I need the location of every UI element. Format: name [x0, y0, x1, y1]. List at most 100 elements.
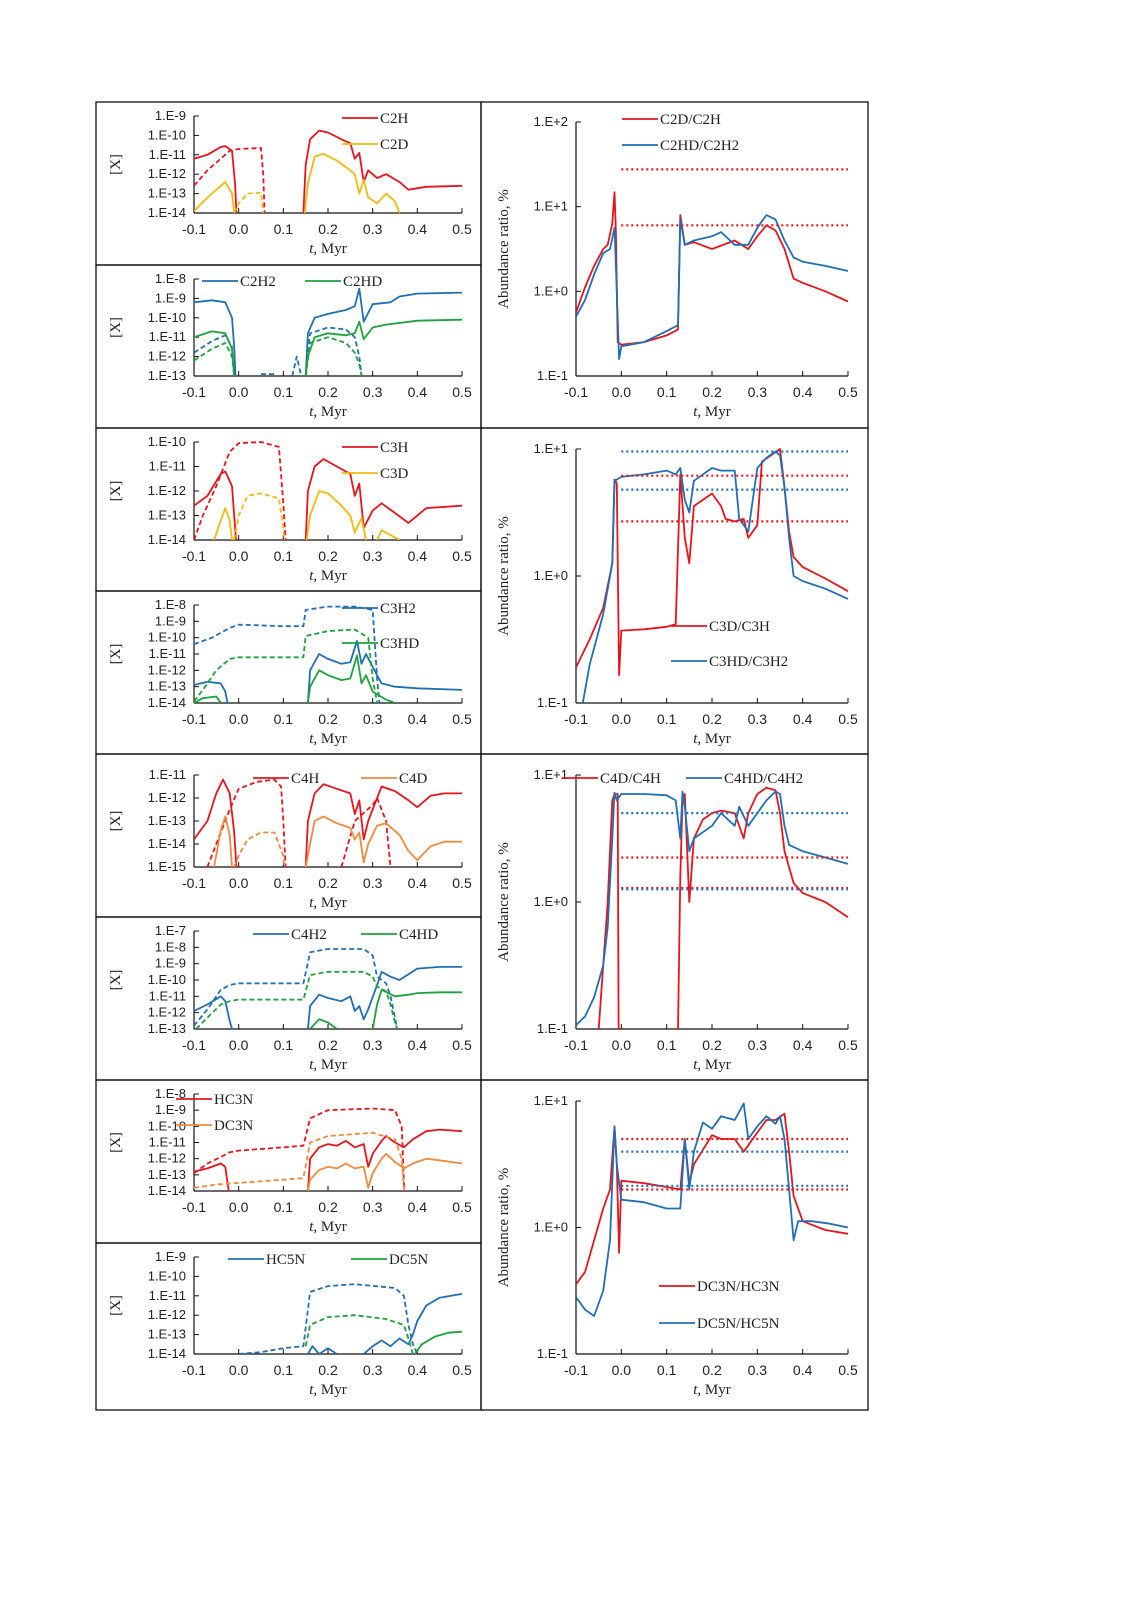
- y-axis-label: Abundance ratio, %: [496, 842, 512, 962]
- x-tick-label: 0.2: [318, 384, 338, 400]
- y-axis-label: [X]: [108, 1295, 124, 1316]
- x-axis-unit: , Myr: [697, 1382, 730, 1398]
- x-axis-label: t, Myr: [309, 241, 347, 257]
- series-line: [581, 450, 849, 703]
- series-line: [194, 628, 378, 703]
- chart-hc3n: 1.E-141.E-131.E-121.E-11 1.E-101.E-91.E-8…: [108, 1086, 472, 1235]
- x-tick-label: -0.1: [182, 548, 206, 564]
- y-tick-label: 1.E-12: [148, 1005, 186, 1020]
- y-tick-label: 1.E-9: [155, 956, 186, 971]
- series-line: [307, 640, 463, 703]
- x-tick-label: 0.1: [657, 711, 677, 727]
- series-line: [307, 1345, 338, 1354]
- legend-label: C3H2: [380, 601, 416, 617]
- legend-label: C4HD: [399, 927, 438, 943]
- y-tick-label: 1.E-15: [148, 859, 186, 874]
- x-tick-label: 0.2: [318, 221, 338, 237]
- x-tick-label: 0.5: [452, 548, 472, 564]
- y-tick-label: 1.E-11: [149, 147, 186, 162]
- y-tick-label: 1.E-10: [148, 1268, 186, 1283]
- x-axis-variable: t: [693, 731, 698, 747]
- x-axis-label: t, Myr: [309, 731, 347, 747]
- x-tick-label: -0.1: [564, 1037, 588, 1053]
- legend-label: HC3N: [214, 1092, 253, 1108]
- series-line: [376, 529, 400, 540]
- x-axis-label: t, Myr: [309, 404, 347, 420]
- y-tick-label: 1.E-11: [149, 767, 186, 782]
- y-axis-label: Abundance ratio, %: [496, 516, 512, 636]
- x-axis-unit: , Myr: [313, 1057, 346, 1073]
- series-line: [340, 797, 392, 867]
- x-tick-label: 0.4: [793, 711, 813, 727]
- x-tick-label: 0.1: [274, 875, 294, 891]
- x-tick-label: 0.3: [748, 1362, 768, 1378]
- series-line: [363, 1293, 463, 1354]
- chart-c2ratio: 1.E-1 1.E+0 1.E+1 1.E+2 -0.1 0.0 0.1 0.2 0.3 0.4 0…: [496, 112, 858, 420]
- y-tick-label: 1.E-14: [148, 1346, 186, 1361]
- series-line: [194, 1131, 406, 1191]
- chart-c2h: 1.E-14 1.E-13 1.E-12 1.E-11 1.E-10 1.E-9 -0.1 0…: [108, 108, 472, 257]
- y-tick-label: 1.E-10: [148, 127, 186, 142]
- legend-label: C2HD: [343, 274, 382, 290]
- y-tick-label: 1.E-10: [148, 434, 186, 449]
- x-tick-label: 0.4: [408, 1362, 428, 1378]
- legend-label: C4HD/C4H2: [724, 771, 803, 787]
- x-tick-label: 0.2: [702, 1362, 722, 1378]
- series-line: [194, 948, 399, 1029]
- x-tick-label: 0.3: [363, 548, 383, 564]
- series-line: [576, 790, 849, 1026]
- x-tick-label: 0.3: [363, 711, 383, 727]
- y-tick-label: 1.E-14: [148, 836, 186, 851]
- series-line: [576, 1102, 849, 1317]
- x-tick-label: 0.3: [748, 1037, 768, 1053]
- y-tick-label: 1.E-11: [149, 988, 186, 1003]
- x-tick-label: -0.1: [182, 875, 206, 891]
- x-tick-label: 0.2: [702, 1037, 722, 1053]
- series-line: [371, 988, 462, 1029]
- legend-label: C2H2: [240, 274, 276, 290]
- legend-label: C4D: [399, 771, 428, 787]
- x-tick-label: 0.2: [318, 711, 338, 727]
- series-line: [194, 1162, 230, 1191]
- series-line: [194, 299, 237, 376]
- x-tick-label: 0.2: [318, 1199, 338, 1215]
- x-tick-label: 0.0: [612, 1362, 632, 1378]
- x-tick-label: -0.1: [564, 711, 588, 727]
- series-line: [304, 1314, 414, 1354]
- x-tick-label: 0.1: [657, 1037, 677, 1053]
- y-tick-label: 1.E-8: [155, 597, 186, 612]
- x-tick-label: 0.3: [363, 875, 383, 891]
- series-line: [307, 966, 462, 1029]
- x-axis-variable: t: [693, 1382, 698, 1398]
- legend-label: C2D/C2H: [660, 112, 721, 128]
- chart-c2h2: 1.E-13 1.E-12 1.E-11 1.E-10 1.E-9 1.E-8 -0.1 0.…: [108, 271, 472, 420]
- chart-c3h: 1.E-14 1.E-13 1.E-12 1.E-11 1.E-10 -0.1 0.0 0.1…: [108, 434, 472, 584]
- x-tick-label: -0.1: [564, 384, 588, 400]
- y-tick-label: 1.E-10: [148, 310, 186, 325]
- y-tick-label: 1.E-8: [155, 1086, 186, 1101]
- x-axis-variable: t: [309, 241, 314, 257]
- series-line: [291, 355, 303, 376]
- series-line: [677, 786, 849, 1029]
- x-tick-label: 0.1: [274, 711, 294, 727]
- x-axis-variable: t: [309, 731, 314, 747]
- legend-label: C3D/C3H: [709, 619, 770, 635]
- series-line: [233, 191, 265, 213]
- x-tick-label: 0.3: [363, 384, 383, 400]
- x-tick-label: 0.5: [838, 711, 858, 727]
- y-tick-label: 1.E-13: [148, 1021, 186, 1036]
- x-tick-label: 0.5: [452, 875, 472, 891]
- series-line: [206, 778, 287, 867]
- y-axis-label: [X]: [108, 154, 124, 175]
- y-tick-label: 1.E-9: [155, 108, 186, 123]
- y-axis-label: [X]: [108, 644, 124, 665]
- legend-label: C2H: [380, 111, 409, 127]
- x-tick-label: 0.5: [838, 1362, 858, 1378]
- y-tick-label: 1.E-9: [155, 1102, 186, 1117]
- x-tick-label: 0.3: [748, 384, 768, 400]
- y-axis-label: [X]: [108, 1132, 124, 1153]
- x-tick-label: 0.0: [229, 875, 249, 891]
- x-axis-label: t, Myr: [309, 895, 347, 911]
- x-tick-label: 0.5: [452, 1362, 472, 1378]
- legend-label: C2HD/C2H2: [660, 138, 739, 154]
